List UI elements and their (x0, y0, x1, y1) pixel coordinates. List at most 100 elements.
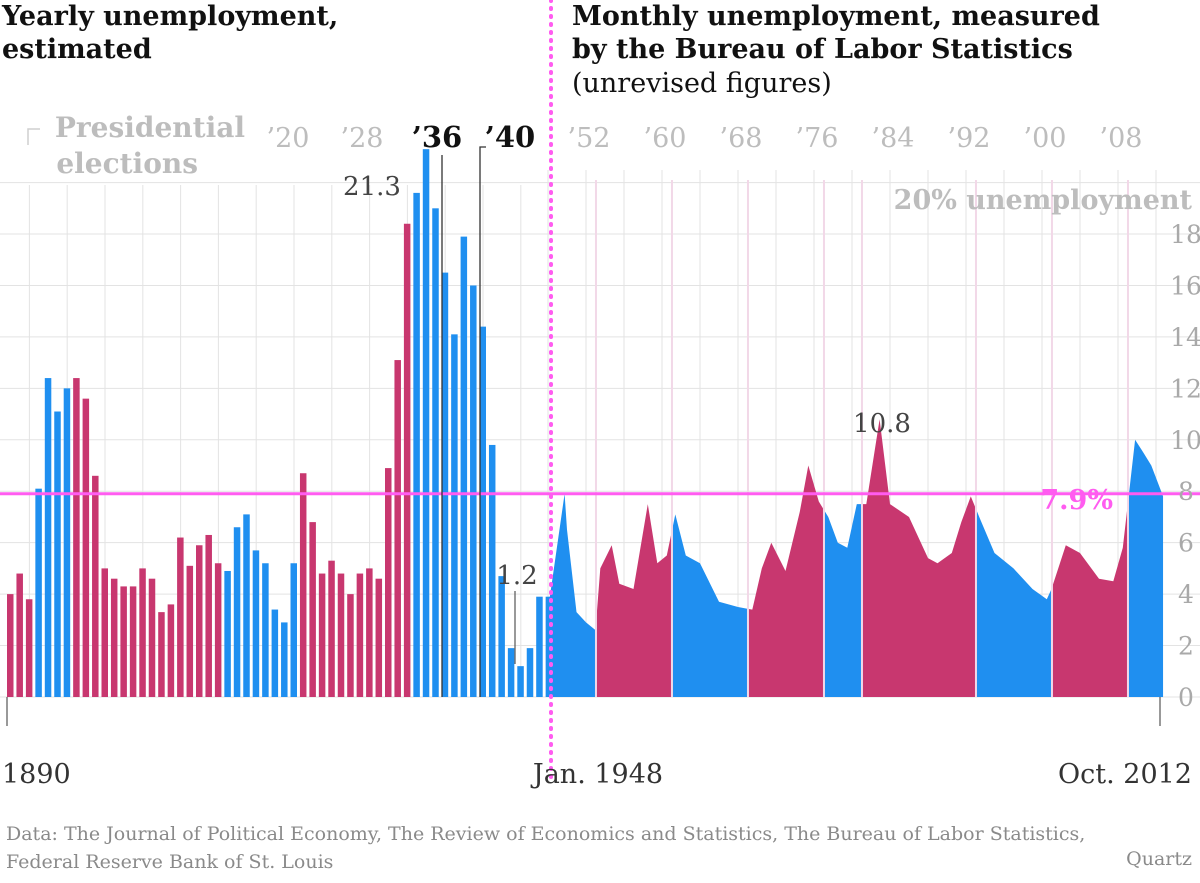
bar-1947 (545, 596, 553, 697)
monthly-area-dem (823, 504, 862, 697)
bar-1896 (63, 388, 71, 697)
annotation-label: 1.2 (496, 561, 537, 591)
bar-1935 (432, 208, 439, 697)
bar-1929 (375, 578, 383, 697)
bar-1908 (177, 537, 184, 697)
y-tick-label: 16 (1170, 271, 1200, 300)
bar-1928 (366, 568, 373, 697)
y-tick-label: 12 (1170, 374, 1200, 403)
bar-1927 (356, 573, 364, 697)
bar-1892 (25, 599, 33, 697)
bar-1930 (385, 468, 392, 697)
legend-bracket (27, 128, 40, 145)
x-axis-label: 1890 (2, 759, 71, 790)
bar-1916 (252, 550, 260, 697)
bar-1915 (243, 514, 250, 697)
bar-1899 (92, 475, 99, 697)
legend-label-1: Presidential (55, 111, 245, 144)
monthly-area-dem (1127, 439, 1164, 697)
bar-1902 (120, 586, 127, 697)
bar-1903 (129, 586, 137, 697)
right-title-line-1: Monthly unemployment, measured (572, 1, 1100, 32)
election-label-monthly: ’84 (872, 123, 915, 154)
bar-1895 (54, 411, 61, 697)
bar-1923 (318, 573, 326, 697)
bar-1938 (460, 236, 468, 697)
bar-1893 (35, 488, 42, 697)
y-tick-label: 18 (1170, 220, 1200, 249)
source-note: Data: The Journal of Political Economy, … (6, 823, 1086, 873)
bar-1913 (224, 570, 231, 697)
yearly-bars (7, 149, 553, 697)
bar-1934 (422, 149, 430, 697)
y-tick-label: 4 (1178, 580, 1194, 609)
bar-1901 (110, 578, 118, 697)
bar-1921 (299, 473, 307, 697)
x-axis-label: Oct. 2012 (1058, 759, 1192, 790)
bar-1898 (82, 398, 90, 697)
right-title-line-2: by the Bureau of Labor Statistics (572, 34, 1073, 65)
leader-40 (479, 146, 486, 697)
bar-1907 (167, 604, 175, 697)
monthly-area-rep (747, 465, 824, 697)
election-label-yearly: ’28 (341, 123, 384, 154)
bar-1912 (214, 563, 222, 697)
bar-1900 (101, 568, 108, 697)
bar-1897 (73, 378, 80, 697)
bar-1937 (451, 334, 458, 697)
bar-1932 (403, 223, 411, 697)
y-tick-label: 10 (1170, 426, 1200, 455)
bar-1918 (271, 609, 279, 697)
bar-1936 (441, 272, 449, 697)
election-label-monthly: ’68 (720, 123, 763, 154)
annotation-label: 10.8 (853, 409, 911, 439)
bar-1926 (347, 594, 354, 697)
election-label-monthly: ’92 (948, 123, 991, 154)
monthly-area-dem (975, 508, 1052, 697)
bar-1945 (526, 648, 534, 697)
x-axis-label: Jan. 1948 (530, 759, 663, 790)
bar-1943 (507, 648, 515, 697)
bar-1942 (498, 576, 505, 697)
y-top-label: 20% unemployment (894, 185, 1193, 216)
monthly-area-rep (595, 504, 672, 697)
monthly-area-dem (548, 493, 596, 697)
bar-1933 (413, 192, 420, 697)
y-tick-label: 2 (1178, 632, 1194, 661)
election-label-yearly: ’36 (412, 120, 462, 154)
monthly-series (548, 180, 1164, 697)
election-label-monthly: ’60 (644, 123, 687, 154)
bar-1931 (394, 360, 401, 697)
y-tick-label: 6 (1178, 529, 1194, 558)
election-label-monthly: ’76 (796, 123, 839, 154)
left-title-line-2: estimated (2, 34, 152, 65)
right-subtitle: (unrevised figures) (572, 68, 832, 99)
y-tick-label: 8 (1178, 477, 1194, 506)
left-title-line-1: Yearly unemployment, (2, 1, 339, 32)
chart-overlay: 7.9% 0 2 4 6 8 10 12 14 16 18 20% unemployment Presi… (0, 0, 1200, 790)
brand-label: Quartz (1126, 848, 1192, 870)
election-label-monthly: ’52 (568, 123, 611, 154)
bar-1919 (281, 622, 288, 697)
election-label-yearly: ’40 (485, 120, 535, 154)
bar-1939 (470, 285, 477, 697)
monthly-area-rep (861, 419, 976, 697)
bar-1905 (148, 578, 156, 697)
left-title: Yearly unemployment, estimated (2, 0, 338, 66)
bar-1906 (158, 612, 165, 697)
bar-1920 (290, 563, 297, 697)
bar-1925 (337, 573, 345, 697)
bar-1910 (196, 545, 203, 697)
bar-1941 (488, 444, 496, 697)
bar-1922 (309, 522, 316, 697)
election-label-monthly: ’00 (1024, 123, 1067, 154)
bar-1946 (536, 596, 543, 697)
bar-1904 (139, 568, 146, 697)
bar-1891 (16, 573, 23, 697)
bar-1924 (328, 560, 335, 697)
bar-1940 (479, 326, 486, 697)
bar-1890 (7, 594, 14, 697)
election-label-yearly: ’20 (267, 123, 310, 154)
bar-1917 (262, 563, 269, 697)
